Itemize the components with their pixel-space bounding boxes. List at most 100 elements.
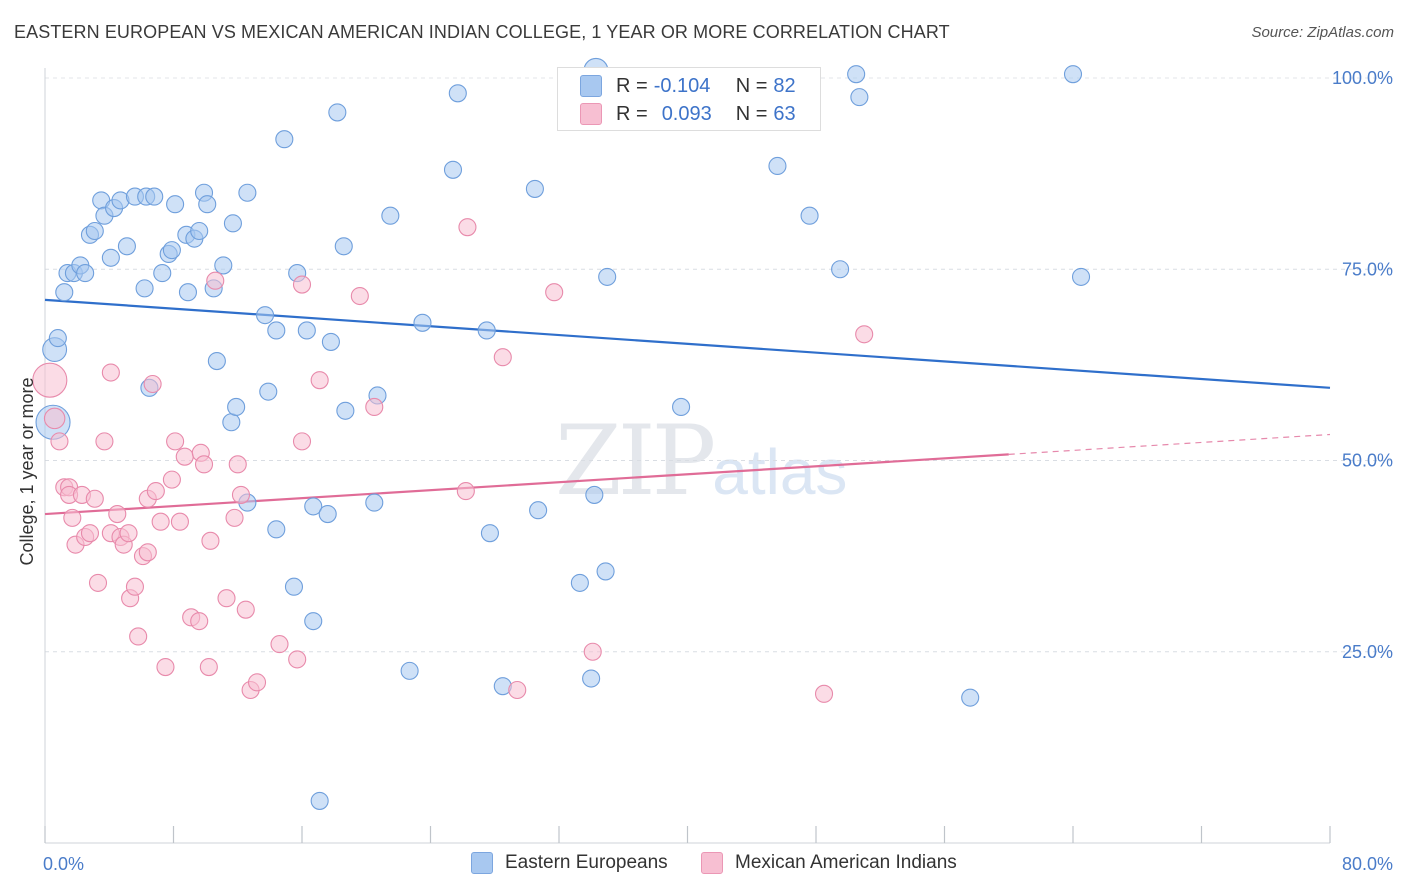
r-label: R = bbox=[616, 102, 648, 125]
data-point bbox=[50, 432, 69, 451]
legend-label: Mexican American Indians bbox=[735, 852, 957, 873]
data-point bbox=[88, 573, 108, 592]
data-point bbox=[582, 669, 601, 688]
data-point bbox=[190, 612, 209, 631]
data-point bbox=[304, 612, 323, 631]
y-tick-label: 50.0% bbox=[1342, 451, 1393, 471]
data-point bbox=[318, 504, 337, 524]
points-layer bbox=[32, 57, 1091, 810]
data-point bbox=[365, 397, 384, 417]
y-tick-label: 75.0% bbox=[1342, 259, 1393, 279]
data-point bbox=[117, 237, 136, 256]
data-point bbox=[43, 407, 66, 430]
data-point bbox=[570, 573, 589, 592]
data-point bbox=[63, 508, 82, 527]
data-point bbox=[80, 524, 100, 543]
data-point bbox=[267, 520, 286, 539]
r-label: R = bbox=[616, 74, 648, 97]
data-point bbox=[334, 237, 353, 256]
data-point bbox=[292, 432, 312, 451]
series-mexican-american-indians bbox=[32, 218, 874, 703]
data-point bbox=[831, 260, 850, 279]
data-point bbox=[480, 524, 499, 543]
data-point bbox=[596, 562, 615, 581]
data-point bbox=[456, 482, 475, 501]
source-credit: Source: ZipAtlas.com bbox=[1251, 24, 1394, 41]
data-point bbox=[125, 577, 144, 596]
n-value: 82 bbox=[773, 74, 796, 97]
data-point bbox=[1063, 65, 1083, 84]
mexican-american-indians-swatch bbox=[580, 103, 602, 125]
data-point bbox=[961, 688, 980, 707]
n-label: N = bbox=[735, 102, 768, 125]
data-point bbox=[259, 382, 278, 401]
x-tick-label-min: 0.0% bbox=[43, 854, 84, 874]
data-point bbox=[508, 680, 527, 700]
label-layer: 25.0% 50.0% 75.0% 100.0% 0.0% 80.0% College, 1… bbox=[17, 68, 1393, 874]
data-point bbox=[672, 397, 691, 417]
data-point bbox=[585, 485, 604, 504]
data-point bbox=[365, 493, 384, 512]
data-point bbox=[238, 183, 257, 202]
legend-item-mexican-american-indians[interactable]: Mexican American Indians bbox=[701, 852, 957, 874]
data-point bbox=[222, 413, 241, 432]
data-point bbox=[350, 286, 369, 306]
stats-row-mexican-american-indians: R = 0.093 N = 63 bbox=[558, 99, 796, 129]
data-point bbox=[1071, 267, 1091, 286]
data-point bbox=[119, 524, 138, 543]
data-point bbox=[194, 455, 214, 474]
data-point bbox=[175, 447, 194, 466]
data-point bbox=[178, 283, 198, 302]
n-label: N = bbox=[735, 74, 768, 97]
data-point bbox=[400, 661, 419, 680]
data-point bbox=[598, 267, 617, 286]
r-value: -0.104 bbox=[653, 74, 711, 97]
legend-item-eastern-europeans[interactable]: Eastern Europeans bbox=[471, 852, 668, 874]
mexican-american-indians-legend-swatch bbox=[701, 852, 723, 874]
data-point bbox=[166, 195, 185, 214]
data-point bbox=[443, 160, 463, 179]
data-point bbox=[768, 156, 787, 176]
data-point bbox=[297, 321, 316, 340]
data-point bbox=[156, 657, 175, 677]
data-point bbox=[108, 504, 127, 524]
data-point bbox=[153, 264, 172, 283]
data-point bbox=[310, 371, 329, 390]
data-point bbox=[493, 348, 512, 367]
axis-layer bbox=[44, 68, 1331, 844]
data-point bbox=[855, 325, 874, 344]
data-point bbox=[145, 187, 164, 206]
data-point bbox=[95, 432, 114, 451]
data-point bbox=[201, 531, 220, 550]
data-point bbox=[146, 482, 165, 501]
data-point bbox=[225, 508, 244, 527]
data-point bbox=[284, 577, 304, 596]
data-point bbox=[413, 313, 432, 332]
data-point bbox=[48, 329, 67, 348]
chart-title: EASTERN EUROPEAN VS MEXICAN AMERICAN IND… bbox=[14, 22, 950, 42]
data-point bbox=[448, 84, 467, 103]
data-point bbox=[214, 256, 233, 275]
stats-legend: R = -0.104 N = 82 R = 0.093 N = 63 bbox=[557, 67, 821, 131]
data-point bbox=[129, 627, 148, 646]
data-point bbox=[288, 650, 307, 669]
data-point bbox=[143, 374, 162, 394]
x-tick-label-max: 80.0% bbox=[1342, 854, 1393, 874]
data-point bbox=[310, 791, 329, 810]
trend-line bbox=[44, 453, 1009, 516]
y-tick-label: 25.0% bbox=[1342, 642, 1393, 662]
data-point bbox=[525, 179, 544, 198]
data-point bbox=[270, 635, 289, 654]
data-point bbox=[321, 332, 340, 351]
data-point bbox=[256, 306, 275, 325]
trend-line-extension bbox=[1008, 433, 1331, 455]
data-point bbox=[583, 642, 602, 661]
data-point bbox=[85, 489, 104, 508]
data-point bbox=[162, 470, 181, 489]
data-point bbox=[227, 397, 246, 417]
r-value: 0.093 bbox=[661, 102, 712, 125]
eastern-europeans-legend-swatch bbox=[471, 852, 493, 874]
data-point bbox=[223, 214, 242, 233]
data-point bbox=[236, 600, 255, 619]
